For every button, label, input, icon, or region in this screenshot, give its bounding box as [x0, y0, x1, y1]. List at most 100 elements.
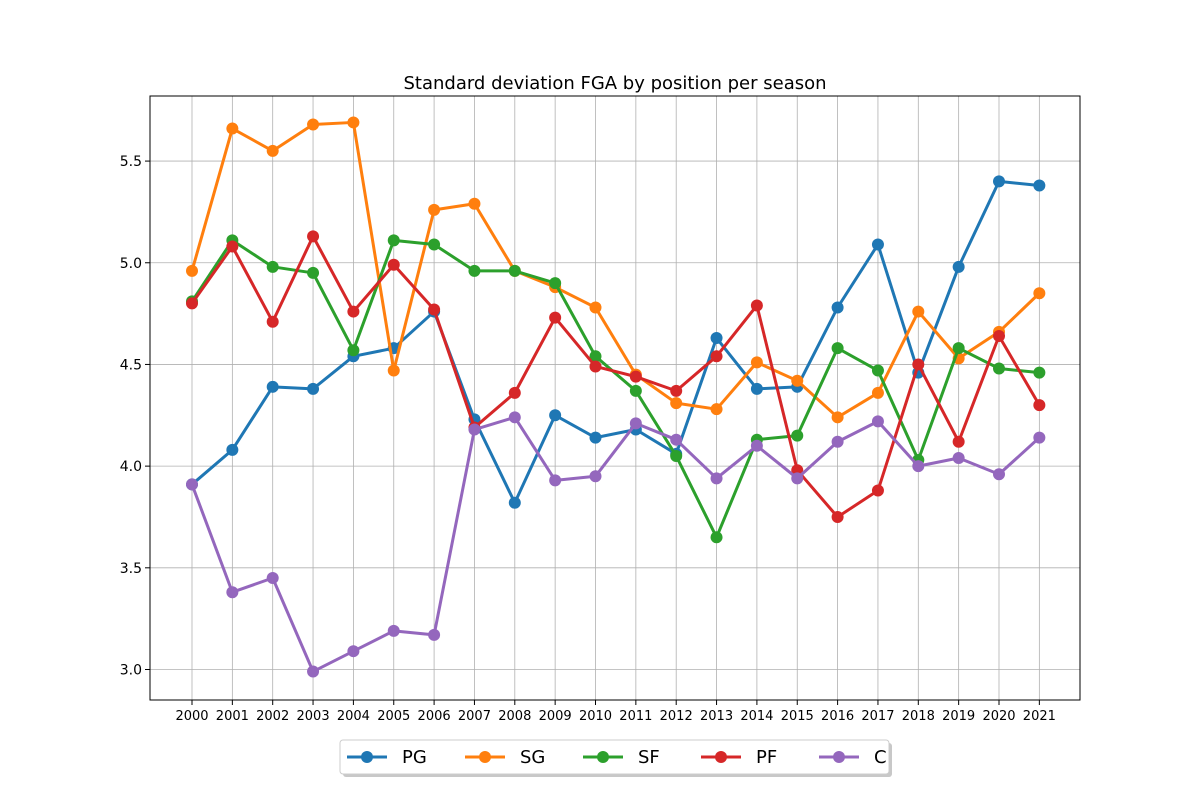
data-point: [670, 384, 683, 397]
data-point: [468, 264, 481, 277]
x-tick-label: 2005: [377, 709, 410, 724]
data-point: [508, 411, 521, 424]
legend-label: C: [874, 747, 887, 768]
x-tick-label: 2010: [579, 709, 612, 724]
data-point: [750, 356, 763, 369]
legend-marker: [833, 751, 845, 763]
grid-lines: [150, 96, 1080, 700]
series-sf: [186, 234, 1046, 544]
data-point: [307, 382, 320, 395]
legend-label: SF: [638, 747, 660, 768]
data-point: [629, 384, 642, 397]
x-tick-label: 2006: [418, 709, 451, 724]
x-tick-label: 2014: [740, 709, 773, 724]
legend-item-sf: SF: [583, 747, 660, 768]
y-tick-label: 5.0: [120, 256, 142, 272]
data-point: [831, 301, 844, 314]
x-tick-label: 2002: [256, 709, 289, 724]
x-tick-label: 2004: [337, 709, 370, 724]
data-point: [589, 470, 602, 483]
data-point: [952, 260, 965, 273]
data-point: [266, 380, 279, 393]
data-point: [307, 118, 320, 131]
data-point: [952, 451, 965, 464]
data-point: [186, 478, 198, 491]
series-line: [190, 120, 1041, 419]
chart-title: Standard deviation FGA by position per s…: [403, 73, 826, 94]
data-point: [750, 382, 763, 395]
data-point: [670, 449, 683, 462]
legend-label: SG: [520, 747, 545, 768]
legend: PG SG SF PF C: [339, 739, 892, 777]
data-point: [871, 415, 884, 428]
y-tick-label: 3.5: [120, 561, 142, 577]
data-point: [831, 435, 844, 448]
data-point: [831, 342, 844, 355]
data-point: [629, 417, 642, 430]
data-point: [307, 266, 320, 279]
data-point: [428, 238, 441, 251]
data-point: [831, 510, 844, 523]
data-point: [428, 303, 441, 316]
data-point: [549, 474, 562, 487]
x-tick-label: 2001: [216, 709, 249, 724]
data-point: [589, 301, 602, 314]
data-point: [750, 299, 763, 312]
data-point: [710, 350, 723, 363]
data-point: [670, 433, 683, 446]
data-point: [307, 230, 320, 243]
data-point: [307, 665, 320, 678]
legend-marker: [361, 751, 373, 763]
data-point: [347, 645, 360, 658]
x-tick-label: 2017: [861, 709, 894, 724]
data-point: [549, 409, 562, 422]
x-tick-label: 2019: [942, 709, 975, 724]
data-point: [266, 144, 279, 157]
data-point: [387, 258, 400, 271]
data-point: [670, 397, 683, 410]
data-point: [1033, 431, 1046, 444]
series-c: [186, 411, 1046, 678]
data-point: [549, 311, 562, 324]
data-point: [266, 260, 279, 273]
series-line: [190, 415, 1041, 674]
data-point: [871, 484, 884, 497]
legend-item-pf: PF: [701, 747, 777, 768]
data-point: [710, 531, 723, 544]
legend-marker: [715, 751, 727, 763]
legend-item-pg: PG: [347, 747, 427, 768]
data-point: [589, 350, 602, 363]
data-point: [226, 443, 239, 456]
data-point: [186, 297, 198, 310]
series-layer: [186, 116, 1046, 678]
legend-marker: [479, 751, 491, 763]
data-point: [993, 468, 1005, 481]
x-tick-label: 2020: [982, 709, 1015, 724]
x-tick-label: 2021: [1023, 709, 1056, 724]
y-axis: 3.0 3.5 4.0 4.5 5.0 5.5: [120, 154, 150, 678]
data-point: [791, 429, 804, 442]
data-point: [468, 197, 481, 210]
series-pf: [186, 230, 1046, 523]
y-tick-label: 5.5: [120, 154, 142, 170]
data-point: [1033, 366, 1046, 379]
data-point: [871, 238, 884, 251]
x-tick-label: 2009: [539, 709, 572, 724]
data-point: [347, 344, 360, 357]
data-point: [266, 315, 279, 328]
series-line: [190, 238, 1041, 539]
series-line: [190, 234, 1041, 519]
data-point: [750, 439, 763, 452]
data-point: [347, 116, 360, 129]
data-point: [226, 586, 239, 599]
data-point: [589, 431, 602, 444]
data-point: [993, 175, 1005, 188]
x-tick-label: 2016: [821, 709, 854, 724]
data-point: [871, 364, 884, 377]
data-point: [387, 624, 400, 637]
data-point: [387, 364, 400, 377]
data-point: [266, 571, 279, 584]
data-point: [226, 240, 239, 253]
series-sg: [186, 116, 1046, 424]
